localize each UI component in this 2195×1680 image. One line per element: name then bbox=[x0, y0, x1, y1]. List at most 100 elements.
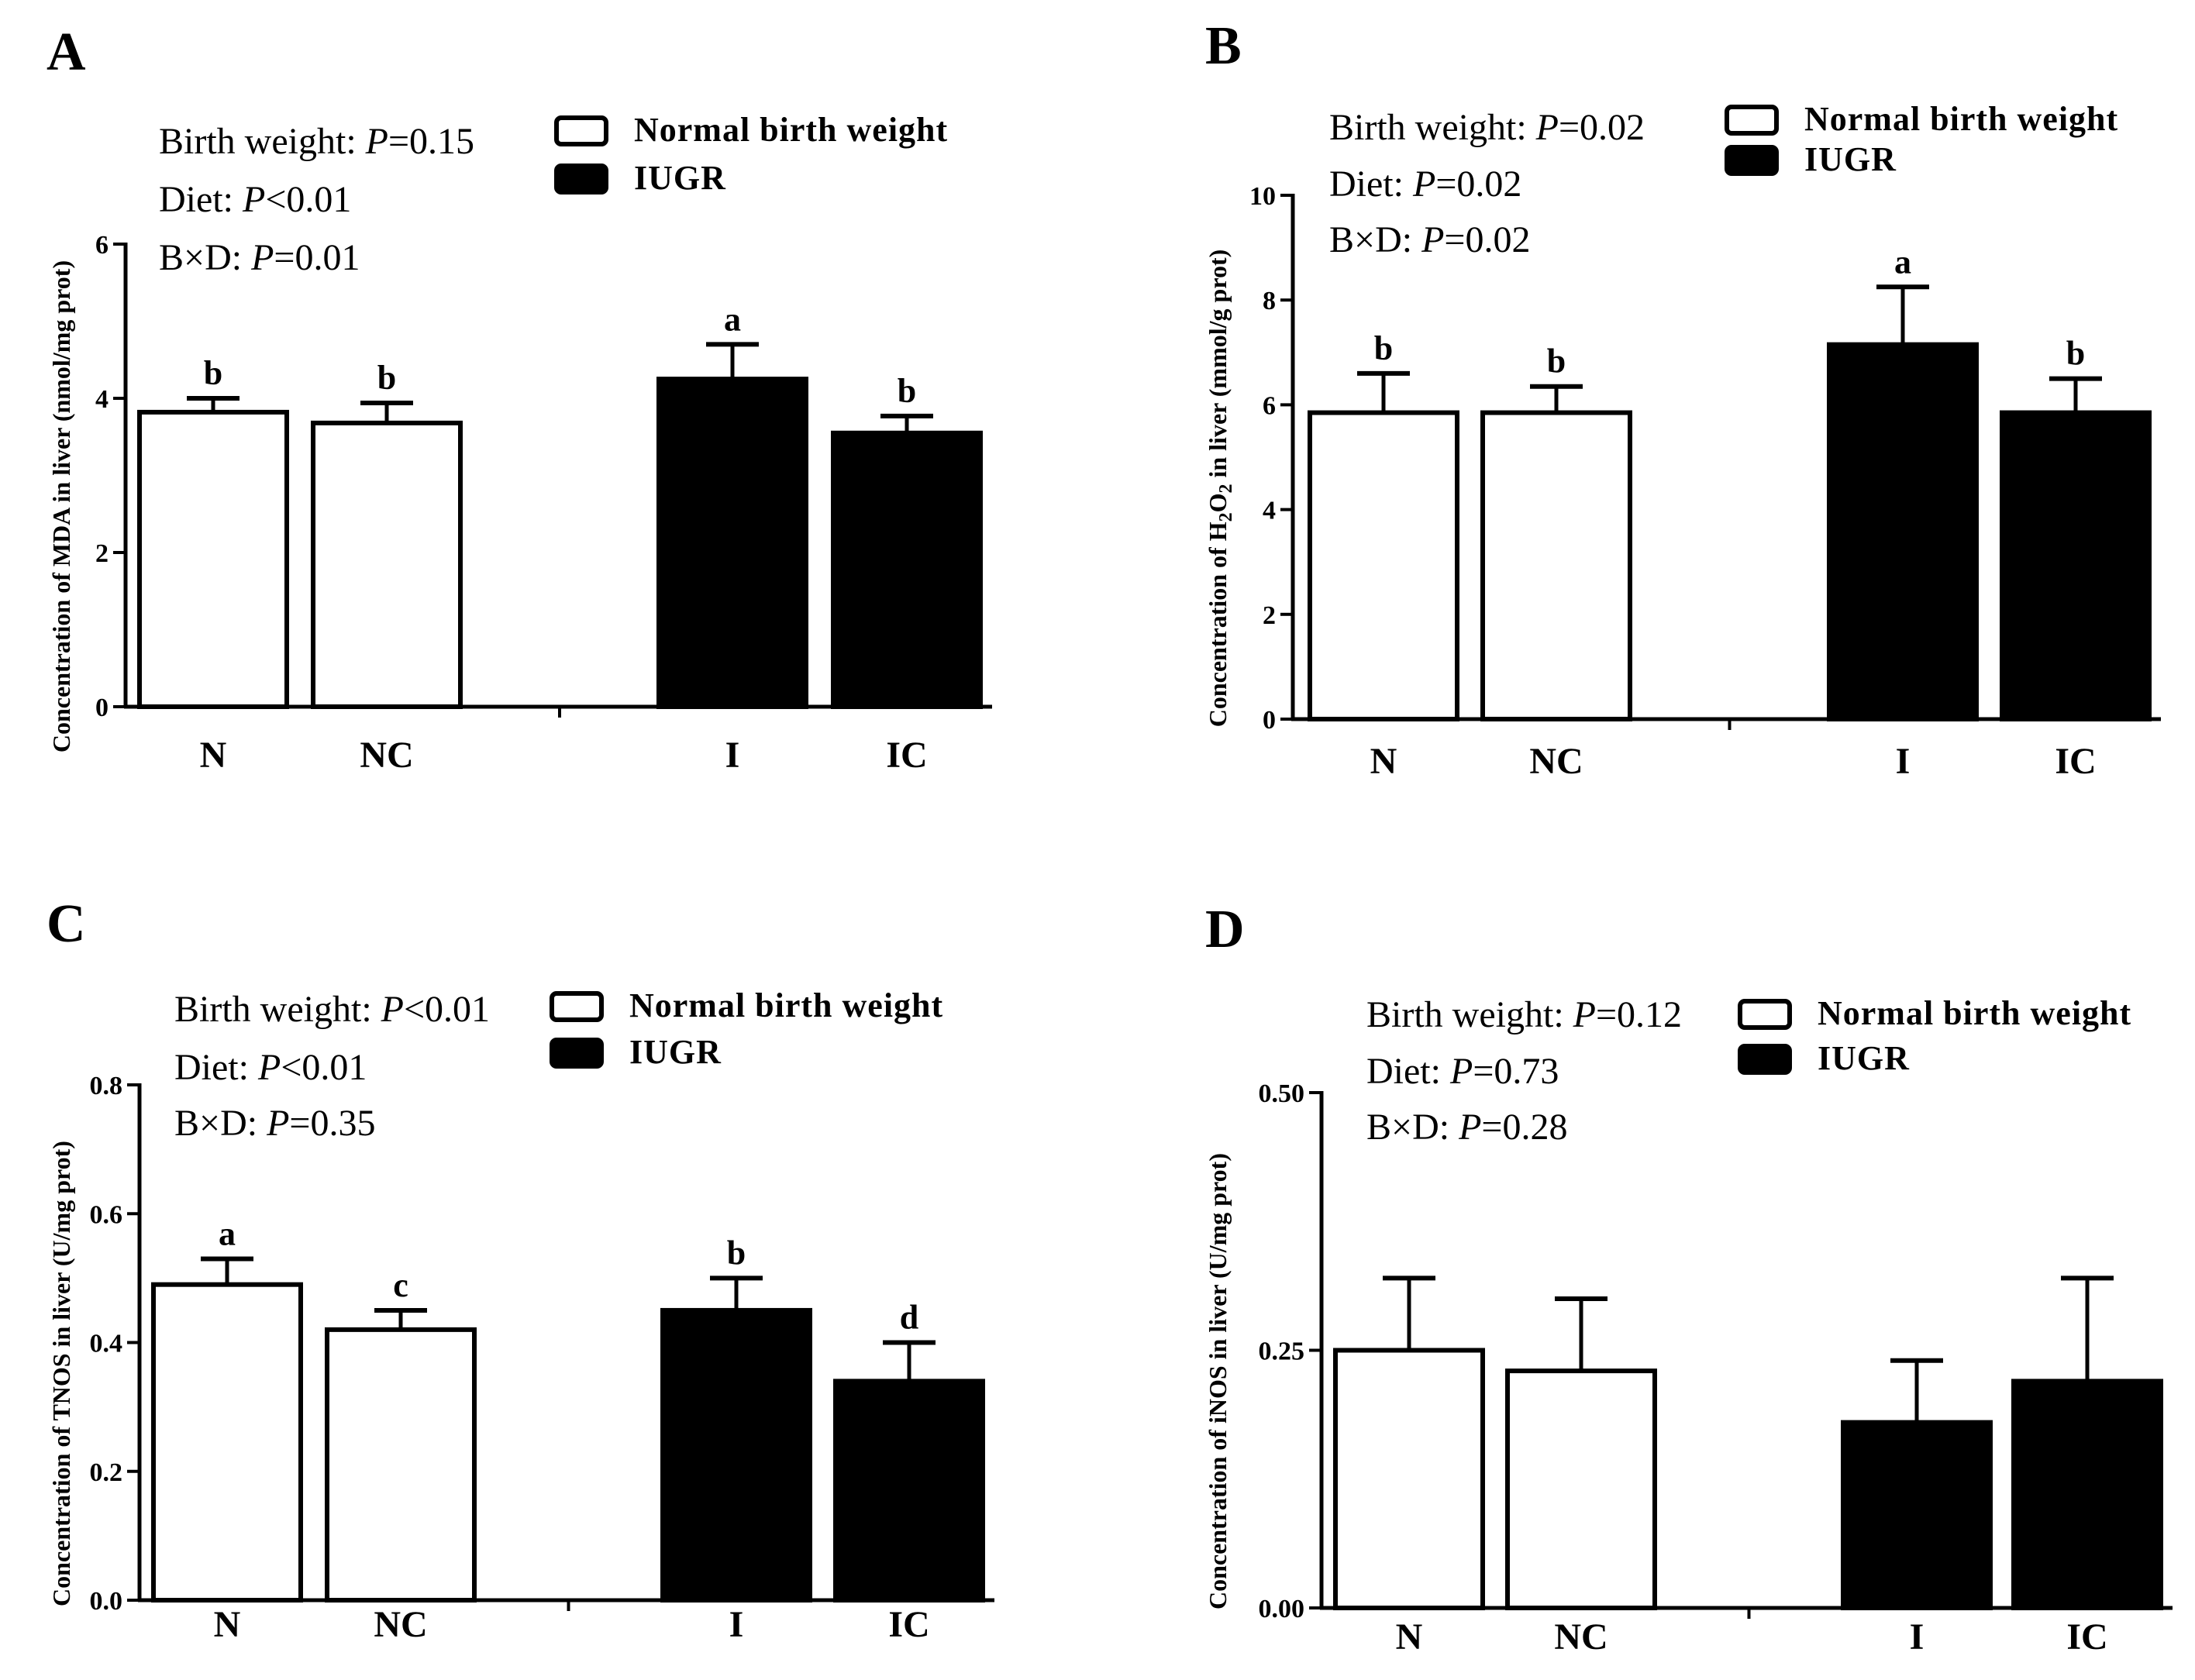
stat-part: =0.35 bbox=[289, 1103, 375, 1144]
stat-line: Birth weight: P=0.12 bbox=[1366, 994, 1682, 1035]
bar-nc bbox=[325, 1327, 477, 1603]
significance-letter: a bbox=[219, 1214, 236, 1252]
y-tick-label: 0.25 bbox=[1259, 1337, 1305, 1366]
significance-letter: b bbox=[2066, 335, 2085, 373]
stat-part: B×D: bbox=[1329, 219, 1421, 260]
bar-nc bbox=[1480, 410, 1632, 721]
stat-line: Diet: P<0.01 bbox=[174, 1047, 367, 1088]
bar-n bbox=[137, 409, 289, 709]
stat-part: =0.15 bbox=[388, 121, 474, 162]
bar-ic bbox=[2011, 1379, 2163, 1611]
significance-letter: b bbox=[204, 354, 222, 392]
legend-normal-swatch bbox=[554, 115, 608, 146]
bar-i bbox=[656, 377, 808, 709]
x-category-label: I bbox=[725, 735, 740, 776]
stat-part: P bbox=[266, 1103, 289, 1144]
stat-part: Birth weight: bbox=[159, 121, 366, 162]
stat-part: <0.01 bbox=[281, 1047, 367, 1088]
panel-letter: A bbox=[47, 22, 86, 82]
stat-part: P bbox=[1535, 107, 1559, 148]
panel-letter: B bbox=[1205, 16, 1242, 76]
panel-b: B 0 2 4 6 8 10 b Nb NC a Ib IC Concentration of H2O2 … bbox=[1204, 16, 2161, 782]
stat-line: Diet: P=0.73 bbox=[1366, 1051, 1559, 1092]
y-axis-label: Concentration of iNOS in liver (U/mg pro… bbox=[1204, 1153, 1232, 1609]
panel-c: C 0.0 0.2 0.4 0.6 0.8 a Nc NC b Id IC Concentration … bbox=[47, 894, 994, 1645]
stat-part: P bbox=[1573, 994, 1596, 1035]
x-category-label: N bbox=[1370, 741, 1397, 782]
y-tick-label: 0.6 bbox=[90, 1200, 123, 1229]
y-tick-label: 4 bbox=[95, 385, 109, 414]
stat-part: Birth weight: bbox=[1329, 107, 1536, 148]
stat-part: Birth weight: bbox=[174, 989, 381, 1030]
y-tick-label: 0.4 bbox=[90, 1330, 123, 1358]
stat-part: B×D: bbox=[159, 237, 251, 278]
legend-normal-swatch bbox=[1725, 105, 1779, 136]
stat-part: Diet: bbox=[1329, 164, 1413, 205]
stat-part: P bbox=[242, 179, 265, 220]
stat-part: P bbox=[1421, 219, 1444, 260]
bar-n bbox=[151, 1282, 303, 1603]
stat-part: =0.73 bbox=[1473, 1051, 1559, 1092]
x-category-label: NC bbox=[360, 735, 413, 776]
stat-part: =0.28 bbox=[1481, 1107, 1567, 1148]
x-category-label: I bbox=[729, 1604, 744, 1645]
bar-ic bbox=[831, 430, 983, 710]
bar-nc bbox=[1505, 1368, 1657, 1610]
y-axis-label-part: Concentration of H bbox=[1204, 522, 1232, 727]
stat-part: Diet: bbox=[1366, 1051, 1450, 1092]
stat-part: P bbox=[1412, 164, 1435, 205]
y-tick-label: 0.00 bbox=[1259, 1595, 1305, 1623]
stat-line: B×D: P=0.35 bbox=[174, 1103, 376, 1144]
stat-part: <0.01 bbox=[265, 179, 351, 220]
stat-line: B×D: P=0.01 bbox=[159, 237, 360, 278]
significance-letter: b bbox=[898, 372, 916, 410]
panel-letter: D bbox=[1205, 900, 1245, 959]
legend: Normal birth weight IUGR bbox=[554, 111, 948, 197]
legend-normal-label: Normal birth weight bbox=[634, 111, 948, 149]
legend-iugr-label: IUGR bbox=[634, 159, 726, 197]
stat-line: Birth weight: P=0.02 bbox=[1329, 107, 1645, 148]
stat-part: Birth weight: bbox=[1366, 994, 1573, 1035]
y-tick-label: 0 bbox=[95, 694, 109, 722]
legend-iugr-swatch bbox=[1738, 1044, 1792, 1075]
stat-line: B×D: P=0.02 bbox=[1329, 219, 1531, 260]
bar-ic bbox=[833, 1379, 985, 1603]
y-axis-label: Concentration of H2O2 in liver (mmol/g p… bbox=[1204, 250, 1236, 728]
stat-line: Birth weight: P<0.01 bbox=[174, 989, 490, 1030]
significance-letter: d bbox=[900, 1299, 918, 1337]
legend-iugr-label: IUGR bbox=[629, 1033, 722, 1071]
stat-line: Diet: P<0.01 bbox=[159, 179, 351, 220]
x-category-label: IC bbox=[2066, 1616, 2107, 1658]
significance-letter: b bbox=[727, 1234, 746, 1272]
stat-part: Diet: bbox=[159, 179, 243, 220]
legend-normal-swatch bbox=[1738, 999, 1792, 1030]
stat-line: B×D: P=0.28 bbox=[1366, 1107, 1568, 1148]
stat-part: P bbox=[257, 1047, 281, 1088]
stat-part: P bbox=[1458, 1107, 1481, 1148]
stat-part: =0.12 bbox=[1596, 994, 1682, 1035]
x-category-label: N bbox=[200, 735, 227, 776]
y-axis-label-part: 2 bbox=[1216, 484, 1236, 494]
stat-part: P bbox=[1449, 1051, 1473, 1092]
bar-i bbox=[1841, 1420, 1993, 1610]
panel-d: D 0.00 0.25 0.50 N NC I IC Concentration of iNOS… bbox=[1204, 900, 2173, 1658]
significance-letter: b bbox=[1547, 343, 1566, 380]
stat-part: P bbox=[250, 237, 274, 278]
x-category-label: IC bbox=[886, 735, 927, 776]
stat-line: Birth weight: P=0.15 bbox=[159, 121, 474, 162]
legend-iugr-label: IUGR bbox=[1818, 1039, 1910, 1077]
x-category-label: NC bbox=[1554, 1616, 1607, 1658]
x-category-label: IC bbox=[2055, 741, 2096, 782]
bar-nc bbox=[311, 420, 463, 710]
panel-a: A 0 2 4 6 b Nb NC a Ib IC Concentration of MDA in l… bbox=[47, 22, 992, 776]
y-tick-label: 0 bbox=[1263, 706, 1276, 735]
x-category-label: NC bbox=[1529, 741, 1583, 782]
y-axis-label-part: O bbox=[1204, 494, 1232, 513]
panel-letter: C bbox=[47, 894, 86, 954]
x-category-label: N bbox=[214, 1604, 241, 1645]
bar-i bbox=[1827, 342, 1979, 721]
